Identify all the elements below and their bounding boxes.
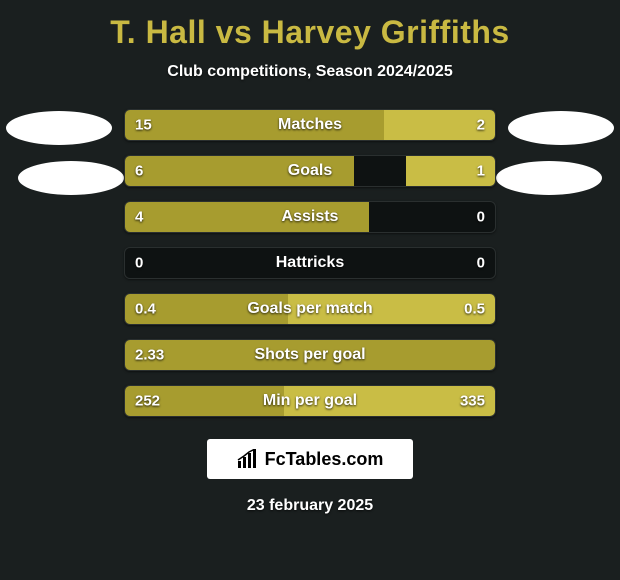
stat-row: 152Matches — [124, 109, 496, 141]
stat-label: Hattricks — [125, 254, 495, 272]
player-left-badge-1 — [6, 111, 112, 145]
stat-bar-left — [125, 386, 284, 416]
comparison-chart: 152Matches61Goals40Assists00Hattricks0.4… — [0, 109, 620, 417]
stat-rows: 152Matches61Goals40Assists00Hattricks0.4… — [124, 109, 496, 417]
page-title: T. Hall vs Harvey Griffiths — [0, 0, 620, 51]
stat-row: 61Goals — [124, 155, 496, 187]
stat-bar-left — [125, 110, 384, 140]
stat-bar-left — [125, 340, 495, 370]
subtitle: Club competitions, Season 2024/2025 — [0, 63, 620, 81]
player-right-badge-2 — [496, 161, 602, 195]
stat-bar-left — [125, 156, 354, 186]
stat-row: 2.33Shots per goal — [124, 339, 496, 371]
stat-row: 0 0Hattricks — [124, 247, 496, 279]
stat-value-right: 0 — [477, 209, 485, 226]
player-right-badge-1 — [508, 111, 614, 145]
footer-brand-badge: FcTables.com — [207, 439, 413, 479]
stat-bar-right — [384, 110, 495, 140]
stat-row: 252335Min per goal — [124, 385, 496, 417]
stat-bar-right — [284, 386, 495, 416]
player-left-badge-2 — [18, 161, 124, 195]
stat-bar-left — [125, 202, 369, 232]
stat-row: 40Assists — [124, 201, 496, 233]
stat-value-left: 0 — [135, 255, 143, 272]
stat-row: 0.40.5Goals per match — [124, 293, 496, 325]
stat-bar-left — [125, 294, 288, 324]
stat-bar-right — [288, 294, 495, 324]
footer-brand-text: FcTables.com — [265, 449, 384, 470]
stat-bar-right — [406, 156, 495, 186]
date-text: 23 february 2025 — [0, 497, 620, 515]
stat-value-right: 0 — [477, 255, 485, 272]
bar-chart-icon — [237, 449, 259, 469]
